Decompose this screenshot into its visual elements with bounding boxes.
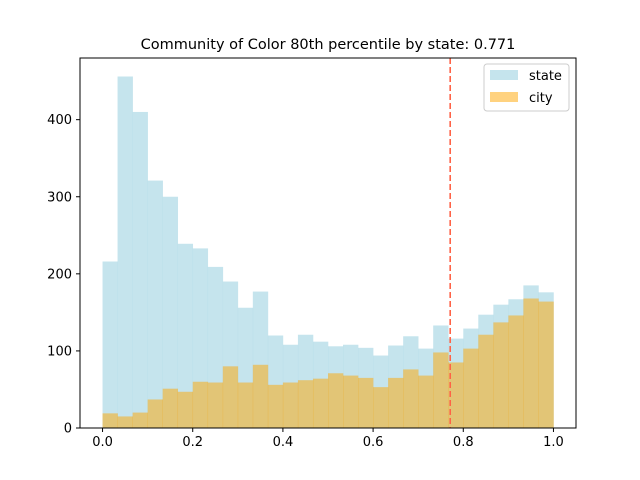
y-tick-label: 400 [47, 113, 72, 128]
city-bars [102, 298, 554, 428]
city-bar [508, 315, 524, 428]
y-tick-label: 0 [64, 422, 72, 437]
x-axis: 0.0 0.2 0.4 0.6 0.8 1.0 [92, 428, 564, 450]
city-bar [147, 399, 163, 428]
x-tick-label: 0.2 [182, 435, 203, 450]
city-bar [312, 378, 329, 428]
city-bar [493, 322, 509, 428]
city-bar [388, 377, 404, 428]
city-bar [207, 382, 224, 428]
city-bar [343, 375, 359, 428]
legend-swatch-state [490, 70, 518, 80]
city-bar [418, 375, 434, 428]
plot-area-frame [79, 57, 577, 429]
city-bar [117, 416, 133, 428]
city-bar [267, 384, 284, 428]
city-bar [162, 388, 179, 428]
y-tick-label: 100 [47, 344, 72, 359]
city-bar [478, 334, 494, 428]
state-bar [102, 261, 118, 428]
city-bar [222, 366, 239, 428]
legend-label-city: city [529, 91, 553, 106]
city-bar [403, 369, 419, 428]
city-bar [237, 382, 254, 428]
legend-swatch-city [490, 92, 518, 102]
y-axis: 0 100 200 300 400 [47, 113, 80, 437]
city-bar [433, 352, 449, 428]
x-tick-label: 0.8 [453, 435, 474, 450]
state-bar [162, 196, 179, 428]
city-bar [328, 373, 344, 428]
city-bar [252, 364, 269, 428]
x-tick-label: 0.4 [273, 435, 294, 450]
legend-label-state: state [529, 69, 562, 84]
y-tick-label: 200 [47, 267, 72, 282]
city-bar [282, 382, 299, 428]
x-tick-label: 1.0 [543, 435, 564, 450]
city-bar [448, 362, 464, 428]
x-tick-label: 0.6 [363, 435, 384, 450]
y-tick-label: 300 [47, 190, 72, 205]
city-bar [192, 381, 209, 428]
state-bar [132, 111, 148, 428]
state-bar [117, 76, 133, 428]
city-bar [538, 301, 554, 428]
city-bar [463, 348, 479, 428]
city-bar [177, 391, 194, 428]
chart-title: Community of Color 80th percentile by st… [141, 37, 516, 53]
city-bar [373, 387, 389, 428]
city-bar [358, 377, 374, 428]
city-bar [523, 298, 539, 428]
state-bar [147, 180, 163, 428]
city-bar [297, 380, 314, 428]
state-bar [177, 243, 194, 428]
x-tick-label: 0.0 [92, 435, 113, 450]
legend: state city [483, 63, 570, 112]
city-bar [132, 412, 148, 428]
city-bar [102, 413, 118, 428]
